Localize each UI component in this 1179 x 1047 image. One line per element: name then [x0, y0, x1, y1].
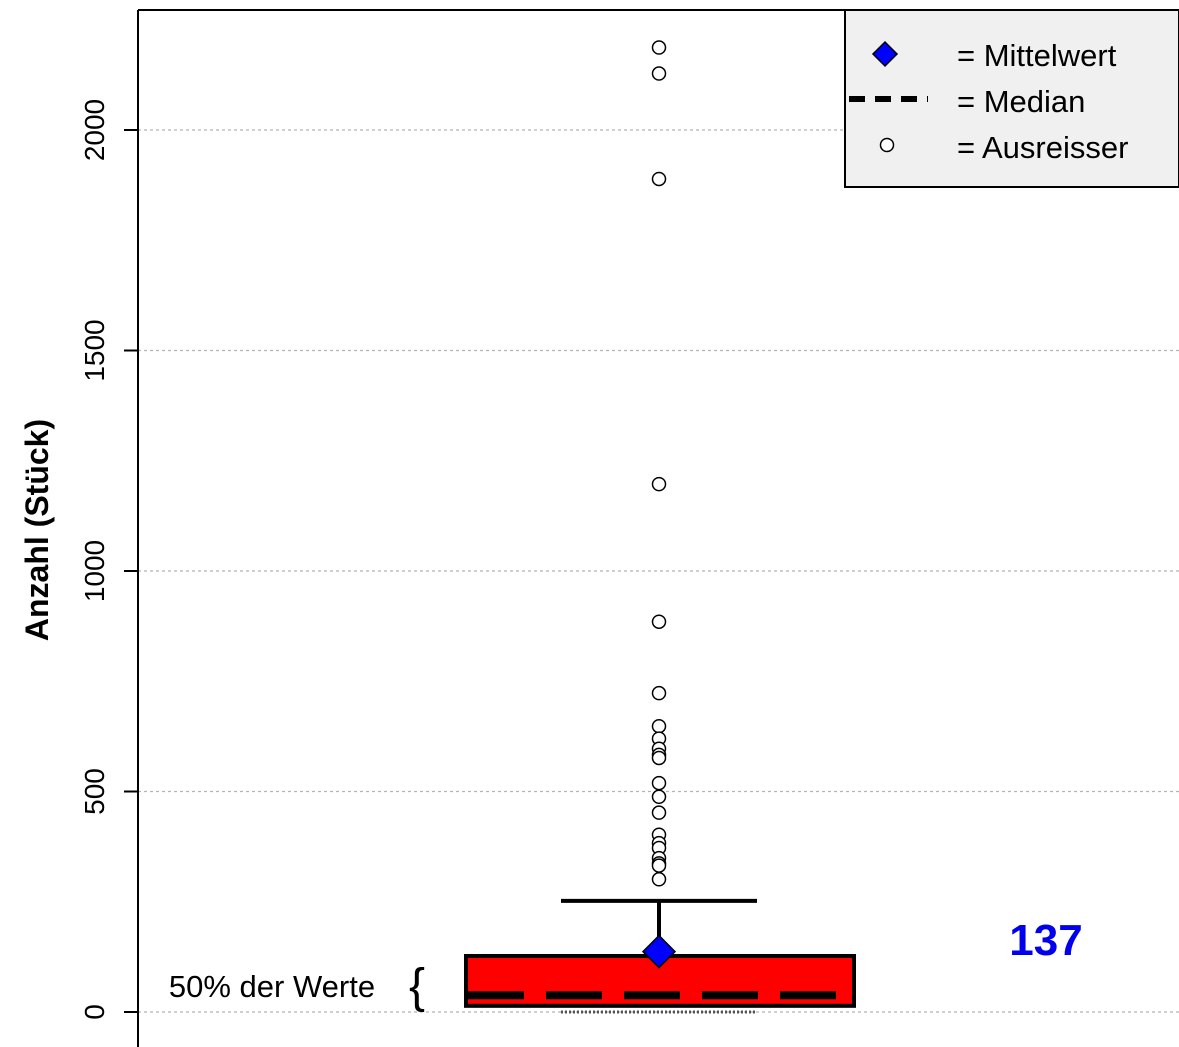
- legend-box: [844, 9, 1179, 188]
- outlier-point: [651, 789, 667, 805]
- outlier-point: [651, 614, 667, 629]
- legend-circle-icon: [879, 137, 895, 153]
- y-tick-label: 0: [79, 1004, 110, 1020]
- mean-marker: [641, 934, 677, 969]
- legend-label-median: = Median: [957, 84, 1085, 119]
- outlier-points: [651, 40, 667, 887]
- outlier-point: [651, 476, 667, 492]
- boxplot-group: [464, 898, 856, 1014]
- outlier-point: [651, 750, 667, 766]
- outlier-point: [651, 775, 667, 791]
- outlier-point: [651, 805, 667, 820]
- outlier-point: [651, 685, 667, 701]
- bracket-annotation-label: 50% der Werte: [169, 969, 375, 1004]
- bracket-brace-glyph: {: [409, 960, 425, 1013]
- outlier-point: [651, 858, 667, 873]
- mean-value-label: 137: [1009, 916, 1082, 965]
- y-tick-label: 1500: [79, 319, 110, 381]
- y-tick-label: 2000: [79, 99, 110, 161]
- y-ticks: 0 500 1000 1500 2000: [79, 99, 138, 1020]
- y-tick-label: 1000: [79, 540, 110, 602]
- y-axis-title: Anzahl (Stück): [19, 419, 55, 641]
- legend: = Mittelwert = Median = Ausreisser: [844, 9, 1179, 188]
- outlier-point: [651, 40, 667, 55]
- legend-diamond-icon: [871, 40, 899, 68]
- outlier-point: [651, 872, 667, 887]
- y-tick-label: 500: [79, 768, 110, 815]
- legend-label-mean: = Mittelwert: [957, 38, 1117, 73]
- legend-label-outlier: = Ausreisser: [957, 130, 1128, 165]
- outlier-point: [651, 718, 667, 734]
- outlier-point: [651, 66, 667, 81]
- outlier-point: [651, 171, 667, 187]
